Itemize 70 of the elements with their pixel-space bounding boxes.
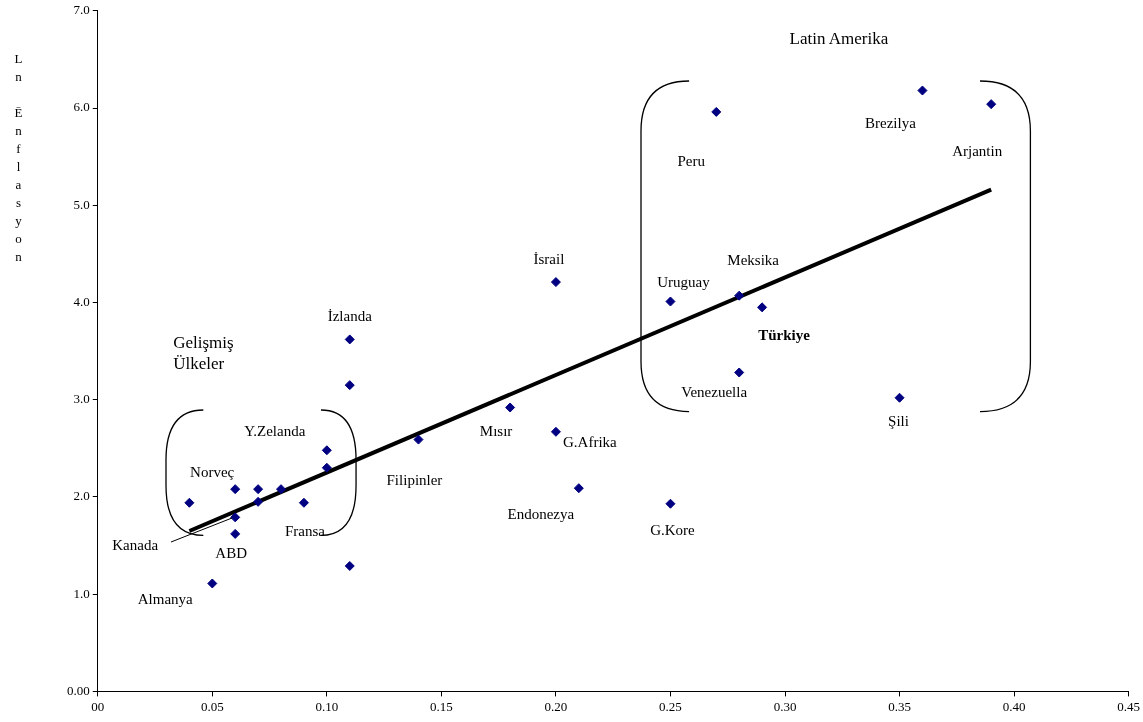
point [344, 560, 355, 571]
point [734, 367, 745, 378]
point [321, 462, 332, 473]
x-tick-label: 0.05 [200, 698, 224, 714]
x-tick-label: 0.25 [659, 698, 682, 714]
y-tick-label: 4.0 [73, 293, 90, 309]
annotation: İzlanda [327, 307, 372, 326]
y-tick-label: 1.0 [73, 585, 90, 601]
point [917, 85, 928, 96]
annotation: Türkiye [758, 325, 810, 345]
annotation: G.Afrika [563, 432, 617, 452]
annotation: Almanya [137, 590, 193, 609]
x-tick-label: 0.10 [315, 698, 339, 714]
point [573, 483, 584, 494]
point [894, 392, 905, 403]
point [276, 484, 287, 495]
point [344, 380, 355, 391]
point [230, 512, 241, 523]
annotation: Y.Zelanda [244, 421, 306, 441]
y-tick-label: 0.00 [67, 682, 90, 698]
point [505, 402, 516, 413]
annotation: G.Kore [650, 520, 695, 540]
point [253, 484, 264, 495]
point [711, 106, 722, 117]
point [986, 99, 997, 110]
annotation: Fransa [284, 521, 325, 541]
y-axis-title: Ln Ēnflasyon [10, 50, 26, 267]
point [344, 334, 355, 345]
point [298, 497, 309, 508]
annotation: İsrail [533, 249, 565, 269]
annotation: Brezilya [865, 113, 916, 132]
point [550, 277, 561, 288]
y-tick-label: 5.0 [73, 196, 90, 212]
point [321, 445, 332, 456]
x-tick-label: 0.30 [773, 698, 797, 714]
annotation: Latin Amerika [789, 28, 889, 50]
annotation: Norveç [190, 462, 235, 482]
x-tick-label: 0.35 [888, 698, 911, 714]
annotation: Filipinler [386, 470, 443, 489]
annotation: Mısır [479, 422, 513, 441]
y-tick-label: 2.0 [73, 488, 90, 504]
y-tick-label: 7.0 [73, 2, 90, 18]
point [230, 484, 241, 495]
annotation: Kanada [112, 536, 159, 555]
point [230, 528, 241, 539]
annotation: Meksika [727, 250, 780, 270]
annotation: Şili [888, 411, 909, 431]
y-tick-label: 3.0 [73, 391, 90, 407]
x-tick-label: 0.45 [1117, 698, 1140, 714]
y-tick-label: 6.0 [73, 99, 90, 115]
x-tick-label: 0.20 [544, 698, 568, 714]
point [413, 434, 424, 445]
point [757, 302, 768, 313]
annotation: Endonezya [507, 504, 575, 524]
annotation: ABD [215, 543, 248, 563]
annotation: Arjantin [952, 141, 1003, 161]
point [253, 496, 264, 507]
point [550, 426, 561, 437]
annotation: Peru [677, 151, 706, 171]
point [665, 296, 676, 307]
point [184, 497, 195, 508]
point [734, 290, 745, 301]
annotation: Venezuella [681, 383, 748, 402]
point [665, 498, 676, 509]
annotation: Gelişmiş Ülkeler [173, 331, 235, 375]
x-tick-label: 00 [91, 698, 105, 714]
x-tick-label: 0.15 [430, 698, 453, 714]
point [207, 578, 218, 589]
annotation: Uruguay [657, 272, 710, 291]
x-tick-label: 0.40 [1002, 698, 1026, 714]
